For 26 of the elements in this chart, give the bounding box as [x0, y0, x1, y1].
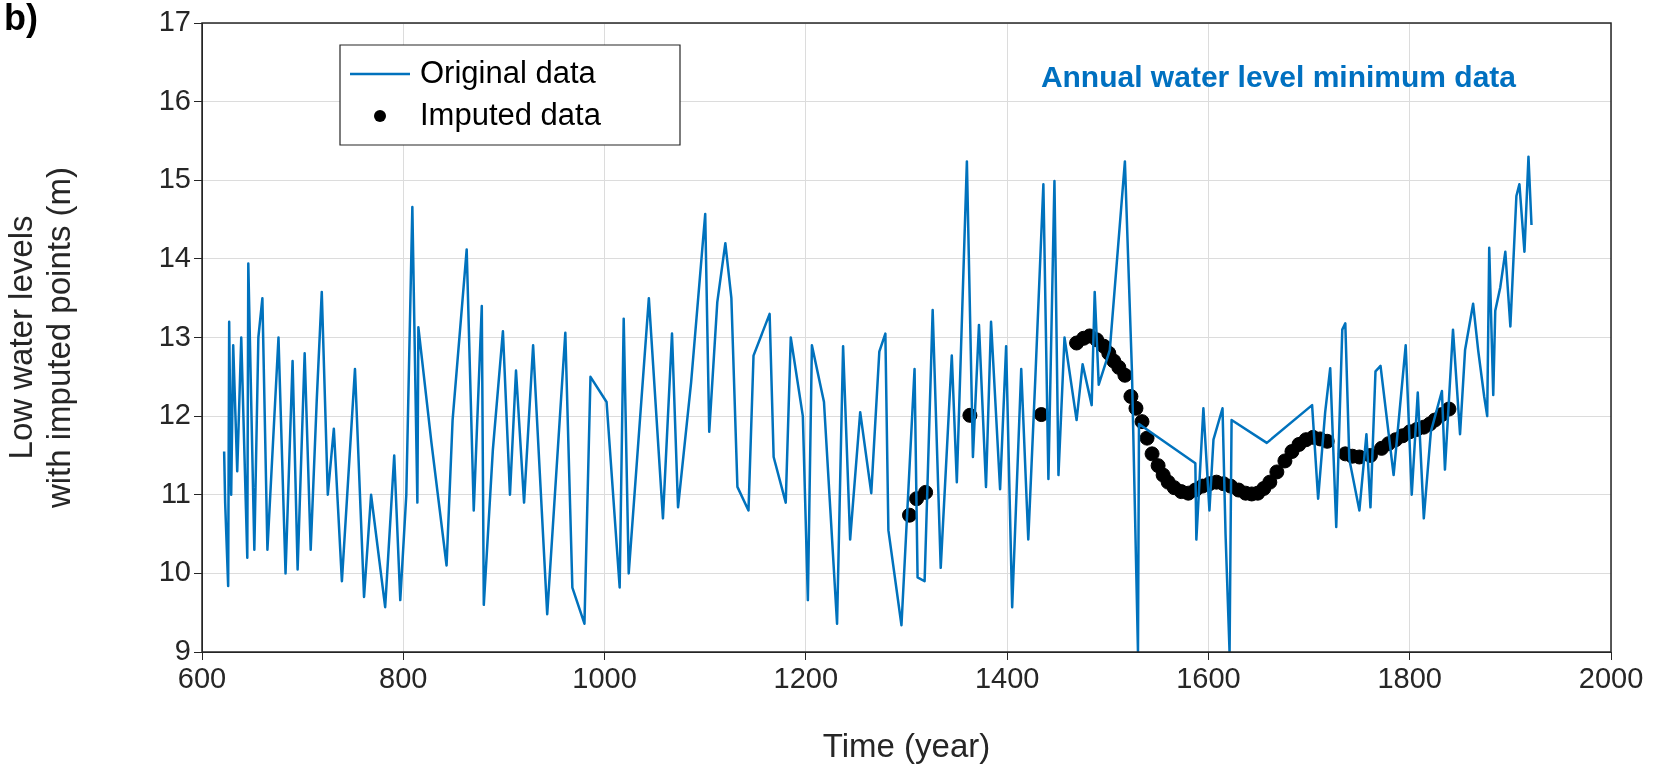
point [1269, 464, 1285, 480]
y-tick-label: 17 [158, 5, 191, 37]
x-tick-label: 1200 [773, 662, 839, 695]
y-tick-label: 10 [158, 555, 191, 588]
legend-label: Original data [420, 54, 597, 90]
y-tick-label: 16 [158, 83, 191, 116]
x-tick-label: 1400 [974, 662, 1040, 695]
point [1139, 430, 1155, 446]
text: Annual water level minimum data [1040, 60, 1517, 94]
x-tick-label: 1000 [572, 662, 637, 695]
y-tick-label: 12 [158, 398, 191, 431]
y-axis-title: Low water levels with imputed points (m) [2, 166, 78, 510]
x-tick-label: 1600 [1176, 662, 1241, 695]
x-tick-label: 800 [379, 662, 428, 695]
y-tick-label: 14 [158, 240, 191, 273]
y-tick-label: 13 [158, 319, 191, 352]
x-axis-title: Time (year) [822, 727, 991, 765]
y-tick-label: 15 [158, 162, 191, 195]
x-tick-label: 1800 [1377, 662, 1442, 695]
y-tick-label: 11 [160, 476, 191, 509]
point [1117, 367, 1133, 383]
legend-label: Imputed data [420, 96, 602, 132]
x-tick-label: 2000 [1578, 662, 1644, 695]
point [1262, 474, 1278, 490]
point [1144, 446, 1160, 462]
text: b) [4, 0, 38, 38]
